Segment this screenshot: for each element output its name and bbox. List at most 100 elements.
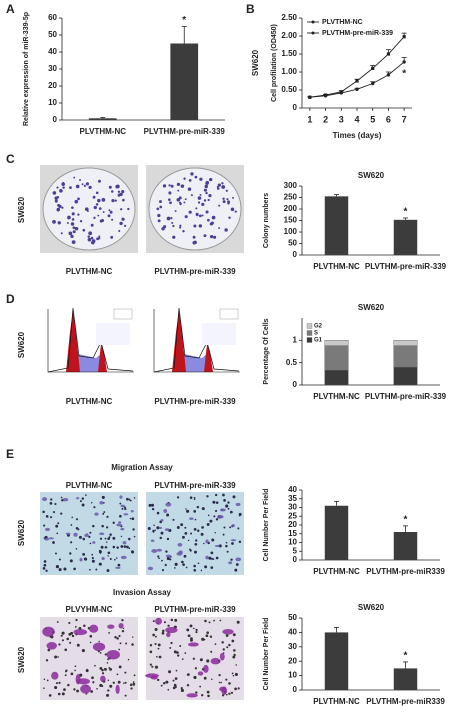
cell xyxy=(223,499,226,502)
stained-cell xyxy=(214,544,221,547)
cell xyxy=(201,637,205,641)
cell xyxy=(46,679,49,682)
cell xyxy=(101,668,104,672)
cell xyxy=(163,621,167,624)
stained-cell xyxy=(205,555,209,560)
cell xyxy=(215,501,219,504)
y-axis-title: Colony numbers xyxy=(263,193,270,248)
colony xyxy=(72,230,76,234)
stained-cell xyxy=(228,561,233,565)
stained-cell xyxy=(150,539,155,542)
cell xyxy=(57,692,61,696)
stained-cell xyxy=(158,526,163,529)
y-tick-label: 15 xyxy=(288,529,297,538)
cell xyxy=(56,532,59,535)
cell xyxy=(58,643,61,646)
data-point xyxy=(339,91,343,95)
cell xyxy=(54,502,57,506)
cell xyxy=(104,537,107,540)
stained-cell xyxy=(147,566,154,571)
cell xyxy=(104,653,107,656)
cell xyxy=(93,506,96,509)
stained-cell xyxy=(44,538,50,541)
colony xyxy=(230,207,235,212)
colony xyxy=(98,179,101,183)
y-tick-label: 40 xyxy=(48,47,57,56)
cell xyxy=(209,635,213,638)
cell xyxy=(99,549,101,552)
image-caption: PLVTHM-pre-miR-339 xyxy=(154,267,236,276)
colony xyxy=(224,228,228,232)
cell xyxy=(68,621,71,625)
panel-label: E xyxy=(6,447,14,461)
colony xyxy=(170,184,174,188)
legend-swatch xyxy=(306,330,313,336)
cell xyxy=(89,568,91,571)
colony xyxy=(201,214,204,217)
cell xyxy=(153,524,155,527)
colony xyxy=(74,199,79,204)
cell xyxy=(208,556,212,560)
stained-cell xyxy=(151,549,158,554)
cell xyxy=(218,681,221,684)
significance-mark: * xyxy=(404,651,408,662)
colony xyxy=(98,235,101,238)
colony xyxy=(161,227,165,231)
stained-cell xyxy=(65,532,71,535)
stained-cell xyxy=(73,532,78,537)
y-tick-label: 10 xyxy=(288,538,297,547)
cell xyxy=(197,529,200,532)
colony xyxy=(68,231,73,236)
colony xyxy=(207,218,210,222)
chart-title: SW620 xyxy=(358,603,385,612)
cell xyxy=(186,628,190,632)
cell xyxy=(106,569,110,572)
stained-cell xyxy=(120,527,125,531)
x-tick-label: 7 xyxy=(402,114,407,124)
y-tick-label: 0 xyxy=(293,250,298,259)
cell xyxy=(172,679,175,682)
cell xyxy=(201,694,204,697)
stained-cell xyxy=(222,628,234,635)
flow-legend xyxy=(219,308,239,320)
colony xyxy=(226,198,229,201)
row-label: SW620 xyxy=(17,519,26,546)
cell xyxy=(75,618,78,622)
cell xyxy=(55,565,60,569)
cell xyxy=(183,554,187,558)
cell xyxy=(60,512,63,515)
stained-cell xyxy=(116,523,122,527)
cell xyxy=(201,507,205,511)
cell xyxy=(45,569,48,572)
cell xyxy=(212,558,215,561)
cell xyxy=(154,627,158,631)
stained-cell xyxy=(107,624,115,629)
cell xyxy=(108,631,110,634)
y-tick-label: 300 xyxy=(284,181,298,190)
cell xyxy=(129,517,132,520)
colony xyxy=(117,190,121,193)
cell xyxy=(214,531,216,534)
cell xyxy=(184,652,187,654)
cell xyxy=(214,493,218,497)
micrograph xyxy=(145,617,244,700)
micrograph xyxy=(40,617,138,700)
cell xyxy=(106,526,109,529)
stained-cell xyxy=(92,541,96,544)
cell xyxy=(52,541,55,544)
cell xyxy=(88,535,91,538)
stained-cell xyxy=(115,684,120,694)
cell xyxy=(180,687,183,690)
colony xyxy=(179,226,182,229)
colony xyxy=(102,211,105,214)
colony xyxy=(121,217,125,221)
cell xyxy=(78,535,82,539)
cell xyxy=(102,512,105,515)
cell xyxy=(148,503,152,507)
cell xyxy=(195,631,198,634)
cell xyxy=(222,648,225,651)
cell xyxy=(186,673,190,677)
cell xyxy=(70,524,73,526)
y-tick-label: 150 xyxy=(284,216,298,225)
cell xyxy=(64,648,68,652)
